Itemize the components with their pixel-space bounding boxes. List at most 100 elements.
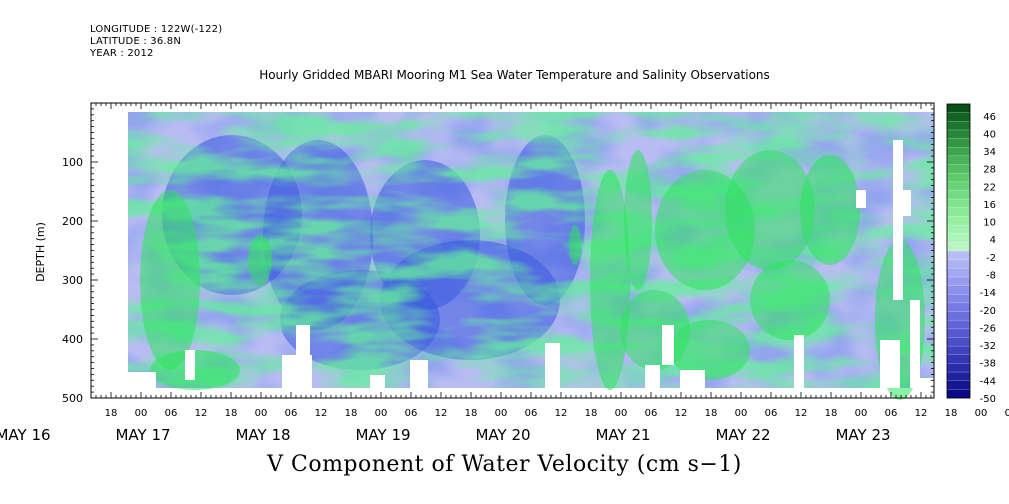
- x-hour-tick-label: 06: [885, 408, 898, 419]
- colorbar-tick-label: 34: [983, 147, 996, 158]
- x-hour-tick-label: 12: [195, 408, 208, 419]
- x-day-label: MAY 17: [115, 426, 170, 444]
- colorbar-bin: [947, 311, 970, 321]
- colorbar-bin: [947, 207, 970, 217]
- missing-data: [893, 140, 903, 300]
- missing-data: [856, 190, 866, 208]
- colorbar-bin: [947, 173, 970, 183]
- x-hour-tick-label: 00: [255, 408, 268, 419]
- missing-data: [910, 300, 920, 388]
- x-hour-tick-label: 06: [405, 408, 418, 419]
- variable-label: V Component of Water Velocity (cm s−1): [267, 452, 742, 477]
- missing-data: [662, 325, 674, 365]
- x-hour-tick-label: 12: [675, 408, 688, 419]
- missing-data: [901, 190, 911, 216]
- x-hour-tick-label: 12: [915, 408, 928, 419]
- colorbar-bin: [947, 372, 970, 382]
- x-day-label: MAY 20: [475, 426, 530, 444]
- colorbar-tick-label: -2: [986, 253, 996, 264]
- colorbar-bin: [947, 138, 970, 148]
- colorbar-bin: [947, 380, 970, 390]
- colorbar-tick-label: 28: [983, 165, 996, 176]
- colorbar-tick-label: -50: [980, 394, 996, 405]
- missing-data: [282, 355, 312, 388]
- chart-title: Hourly Gridded MBARI Mooring M1 Sea Wate…: [259, 68, 770, 82]
- positive-core: [624, 150, 652, 290]
- colorbar-bin: [947, 337, 970, 347]
- x-hour-tick-label: 06: [645, 408, 658, 419]
- positive-core: [140, 190, 200, 370]
- colorbar-bin: [947, 285, 970, 295]
- colorbar-bin: [947, 354, 970, 364]
- x-day-label: MAY 22: [715, 426, 770, 444]
- x-hour-tick-label: 06: [1005, 408, 1009, 419]
- x-day-label: MAY 16: [0, 426, 51, 444]
- x-hour-tick-label: 12: [315, 408, 328, 419]
- colorbar-bin: [947, 190, 970, 200]
- x-hour-tick-label: 00: [135, 408, 148, 419]
- colorbar-bin: [947, 199, 970, 209]
- colorbar-bin: [947, 320, 970, 330]
- x-hour-tick-label: 18: [825, 408, 838, 419]
- x-hour-tick-label: 18: [585, 408, 598, 419]
- missing-data: [645, 365, 660, 388]
- colorbar-bin: [947, 294, 970, 304]
- colorbar-tick-label: -38: [980, 359, 996, 370]
- y-tick-label: 500: [62, 392, 83, 405]
- x-hour-tick-label: 00: [375, 408, 388, 419]
- colorbar-bin: [947, 104, 970, 113]
- missing-data: [880, 340, 900, 388]
- colorbar: 46 40 34 28 22 16 10 4 -2 -8 -14 -20 -26 -32 -38 -44 -50: [946, 103, 996, 405]
- positive-core: [620, 290, 690, 370]
- heatmap: [128, 112, 934, 400]
- longitude-label: LONGITUDE : 122W(-122): [90, 24, 223, 35]
- colorbar-bin: [947, 164, 970, 174]
- y-axis-label: DEPTH (m): [34, 222, 47, 282]
- colorbar-bin: [947, 112, 970, 122]
- missing-data: [545, 343, 560, 388]
- x-hour-tick-label: 18: [465, 408, 478, 419]
- x-hour-tick-label: 00: [975, 408, 988, 419]
- missing-data: [185, 350, 195, 380]
- colorbar-frame: [946, 103, 971, 399]
- x-hour-tick-label: 12: [435, 408, 448, 419]
- colorbar-bin: [947, 242, 970, 252]
- missing-data: [296, 325, 310, 355]
- x-day-label: MAY 18: [235, 426, 290, 444]
- colorbar-bin: [947, 363, 970, 373]
- x-day-label: MAY 21: [595, 426, 650, 444]
- colorbar-bin: [947, 181, 970, 191]
- colorbar-bin: [947, 276, 970, 286]
- colorbar-bin: [947, 147, 970, 157]
- x-day-label: MAY 23: [835, 426, 890, 444]
- colorbar-bin: [947, 225, 970, 235]
- y-tick-label: 400: [62, 333, 83, 346]
- positive-core: [248, 235, 272, 285]
- x-hour-tick-label: 18: [105, 408, 118, 419]
- colorbar-tick-label: 10: [983, 218, 996, 229]
- y-tick-label: 200: [62, 215, 83, 228]
- x-hour-tick-label: 00: [615, 408, 628, 419]
- x-hour-tick-label: 18: [705, 408, 718, 419]
- colorbar-bin: [947, 259, 970, 269]
- colorbar-tick-label: -44: [980, 376, 996, 387]
- colorbar-tick-label: 4: [990, 235, 996, 246]
- colorbar-tick-label: 22: [983, 182, 996, 193]
- latitude-label: LATITUDE : 36.8N: [90, 36, 182, 47]
- x-hour-tick-label: 18: [225, 408, 238, 419]
- positive-core: [725, 150, 815, 270]
- y-tick-label: 300: [62, 274, 83, 287]
- missing-data: [794, 335, 804, 388]
- x-hour-tick-label: 00: [735, 408, 748, 419]
- x-day-label: MAY 19: [355, 426, 410, 444]
- x-hour-tick-label: 12: [795, 408, 808, 419]
- colorbar-tick-label: -26: [980, 323, 996, 334]
- colorbar-tick-label: -14: [980, 288, 996, 299]
- positive-core: [800, 155, 860, 265]
- positive-core: [670, 320, 750, 380]
- colorbar-bin: [947, 268, 970, 278]
- x-hour-tick-label: 12: [555, 408, 568, 419]
- colorbar-bin: [947, 251, 970, 260]
- positive-core: [569, 225, 581, 265]
- colorbar-bin: [947, 328, 970, 338]
